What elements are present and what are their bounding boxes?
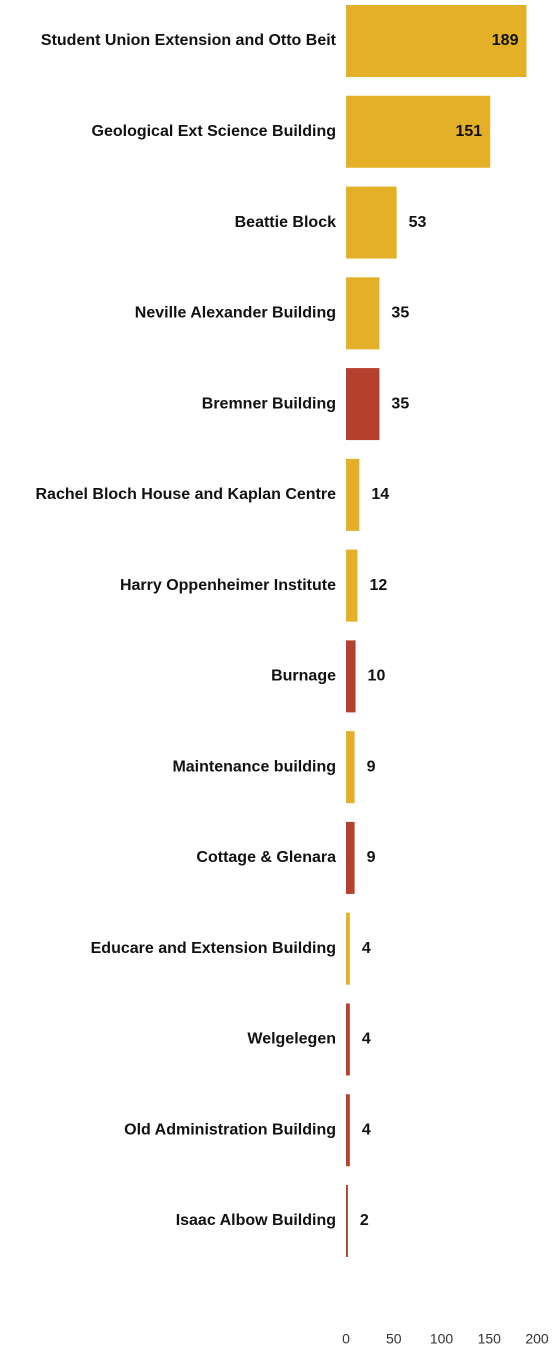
bar [346,186,397,259]
bar [346,821,355,894]
value-label: 10 [368,668,386,685]
category-label: Welgelegen [247,1031,336,1048]
value-label: 53 [409,214,427,231]
bar [346,5,527,77]
bar [346,912,350,985]
bar [346,1094,350,1167]
category-label: Educare and Extension Building [91,940,336,957]
bar [346,640,356,713]
bar [346,277,380,350]
value-label: 4 [362,940,371,957]
value-label: 35 [391,395,409,412]
category-label: Maintenance building [172,758,336,775]
x-tick-label: 50 [386,1331,402,1347]
x-tick-label: 100 [430,1331,454,1347]
category-label: Rachel Bloch House and Kaplan Centre [35,486,336,503]
x-tick-label: 200 [525,1331,549,1347]
category-label: Harry Oppenheimer Institute [120,577,336,594]
bar [346,1003,350,1076]
x-tick-label: 0 [342,1331,350,1347]
category-label: Geological Ext Science Building [92,123,337,140]
category-label: Isaac Albow Building [176,1212,336,1229]
value-label: 35 [391,305,409,322]
value-label: 189 [492,32,519,49]
bar [346,1185,348,1258]
category-label: Neville Alexander Building [135,305,336,322]
category-label: Beattie Block [235,214,336,231]
bar [346,731,355,804]
value-label: 14 [371,486,389,503]
value-label: 9 [367,849,376,866]
bar [346,95,491,168]
value-label: 4 [362,1121,371,1138]
category-label: Burnage [271,668,336,685]
value-label: 9 [367,758,376,775]
value-label: 2 [360,1212,369,1229]
value-label: 12 [369,577,387,594]
value-label: 4 [362,1031,371,1048]
category-label: Cottage & Glenara [196,849,336,866]
value-label: 151 [456,123,483,140]
bar [346,458,360,531]
x-tick-label: 150 [478,1331,502,1347]
bar [346,549,358,622]
category-label: Bremner Building [202,395,336,412]
category-label: Old Administration Building [124,1121,336,1138]
category-label: Student Union Extension and Otto Beit [41,32,337,49]
bar [346,368,380,441]
